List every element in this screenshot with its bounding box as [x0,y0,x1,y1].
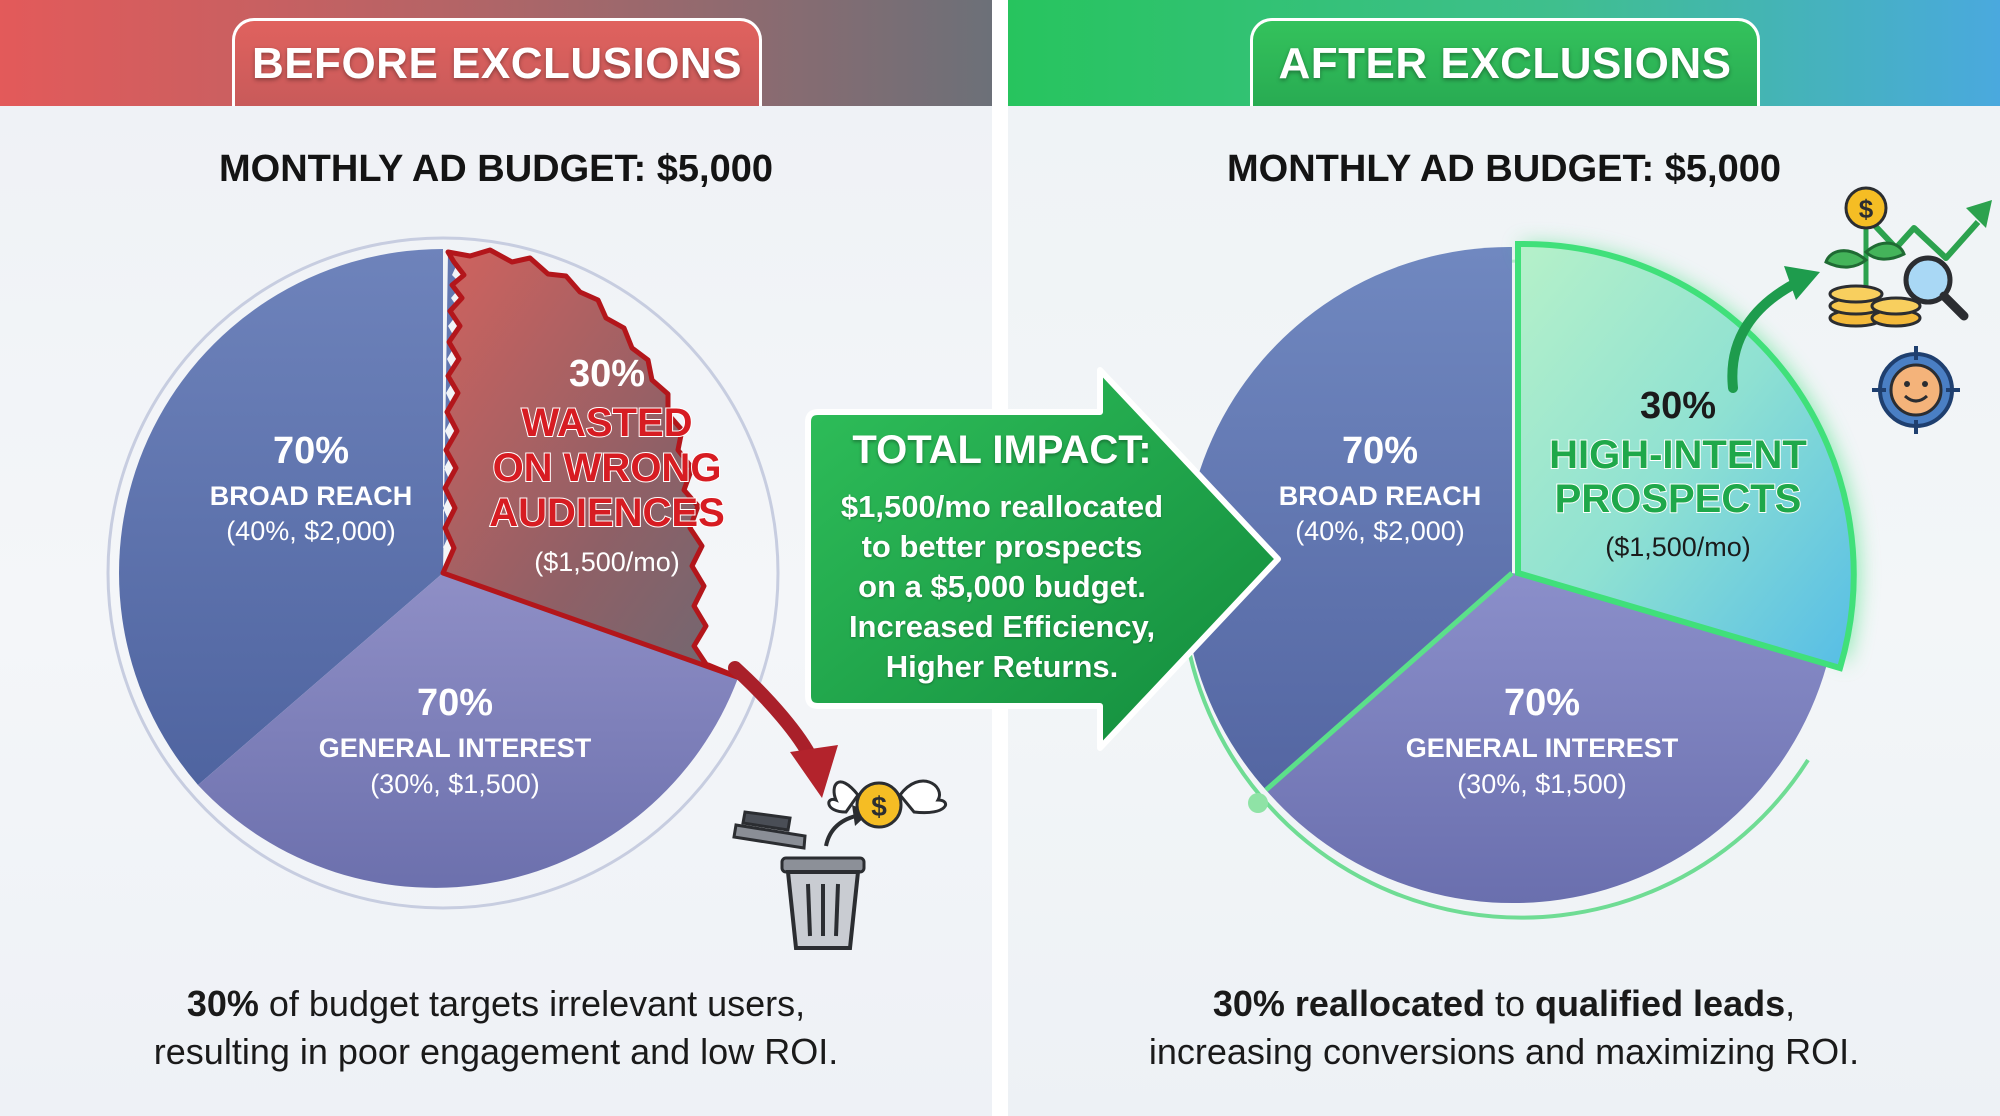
magnifier-icon [1903,255,1969,321]
after-slice-general-interest [1266,573,1836,904]
flying-coin-symbol: $ [871,791,887,822]
before-general-label: GENERAL INTEREST [319,733,592,763]
total-impact-title: TOTAL IMPACT: [852,428,1152,472]
after-caption: 30% reallocated to qualified leads, incr… [1008,980,2000,1076]
after-slice-broad-reach [1183,246,1512,791]
before-wasted-label-3: AUDIENCES [489,491,725,535]
total-impact-line-4: Increased Efficiency, [848,609,1156,644]
tab-before-exclusions[interactable]: BEFORE EXCLUSIONS [232,18,762,106]
trash-can-icon [732,805,870,950]
after-slice-divider-line [1264,571,1514,792]
after-highintent-label-1: HIGH-INTENT [1549,433,1807,477]
before-wasted-label-2: ON WRONG [493,446,722,490]
before-budget-title: MONTHLY AD BUDGET: $5,000 [219,148,773,190]
before-wasted-label-1: WASTED [521,401,692,445]
before-slice-general-interest [198,573,738,888]
flying-coin-icon: $ [827,779,948,829]
after-general-pct: 70% [1504,682,1580,724]
before-pie-chart: 70% BROAD REACH (40%, $2,000) 70% GENERA… [106,236,948,950]
after-caption-mid: to [1485,983,1536,1024]
after-general-label: GENERAL INTEREST [1406,733,1679,763]
before-caption: 30% of budget targets irrelevant users, … [0,980,992,1076]
after-pie-glow-arc [1188,654,1810,920]
target-customer-icon [1872,346,1960,434]
before-caption-bold: 30% [186,983,259,1024]
after-slice-high-intent [1515,240,1857,672]
total-impact-line-3: on a $5,000 budget. [858,569,1146,604]
after-budget-title: MONTHLY AD BUDGET: $5,000 [1227,148,1781,190]
before-caption-line-1: of budget targets irrelevant users, [258,983,806,1024]
before-caption-line-2: resulting in poor engagement and low ROI… [153,1031,839,1072]
total-impact-arrow [805,367,1281,751]
money-growth-icon: $ [1824,186,1992,328]
after-broad-detail: (40%, $2,000) [1295,516,1465,546]
after-caption-bold-2: qualified leads [1535,983,1786,1024]
before-slice-broad-reach [119,249,443,785]
total-impact-text: TOTAL IMPACT: $1,500/mo reallocated to b… [808,428,1196,687]
total-impact-line-2: to better prospects [861,529,1143,564]
before-broad-detail: (40%, $2,000) [226,516,396,546]
total-impact-line-5: Higher Returns. [885,649,1119,684]
after-highintent-pct: 30% [1640,385,1716,427]
after-pie-glow-dot [1248,793,1268,813]
waste-arrow-head [790,745,838,798]
before-broad-pct: 70% [273,430,349,472]
after-broad-label: BROAD REACH [1279,481,1482,511]
after-highintent-detail: ($1,500/mo) [1605,532,1751,562]
after-caption-end: , [1785,983,1796,1024]
before-wasted-detail: ($1,500/mo) [534,547,680,577]
total-impact-line-1: $1,500/mo reallocated [840,489,1164,524]
growth-coin-symbol: $ [1859,194,1874,224]
before-general-pct: 70% [417,682,493,724]
growth-arrow-head [1784,266,1820,300]
before-broad-label: BROAD REACH [210,481,413,511]
after-caption-bold-1: 30% reallocated [1212,983,1486,1024]
tab-after-exclusions[interactable]: AFTER EXCLUSIONS [1250,18,1760,106]
after-general-detail: (30%, $1,500) [1457,769,1627,799]
after-broad-pct: 70% [1342,430,1418,472]
after-caption-line-2: increasing conversions and maximizing RO… [1148,1031,1860,1072]
after-pie-chart: 70% BROAD REACH (40%, $2,000) 70% GENERA… [1183,186,1992,920]
after-highintent-label-2: PROSPECTS [1555,477,1802,521]
before-general-detail: (30%, $1,500) [370,769,540,799]
before-slice-wasted [440,247,743,681]
before-wasted-pct: 30% [569,353,645,395]
growth-arrow-shaft [1727,277,1803,393]
before-pie-outer-ring [106,236,780,910]
